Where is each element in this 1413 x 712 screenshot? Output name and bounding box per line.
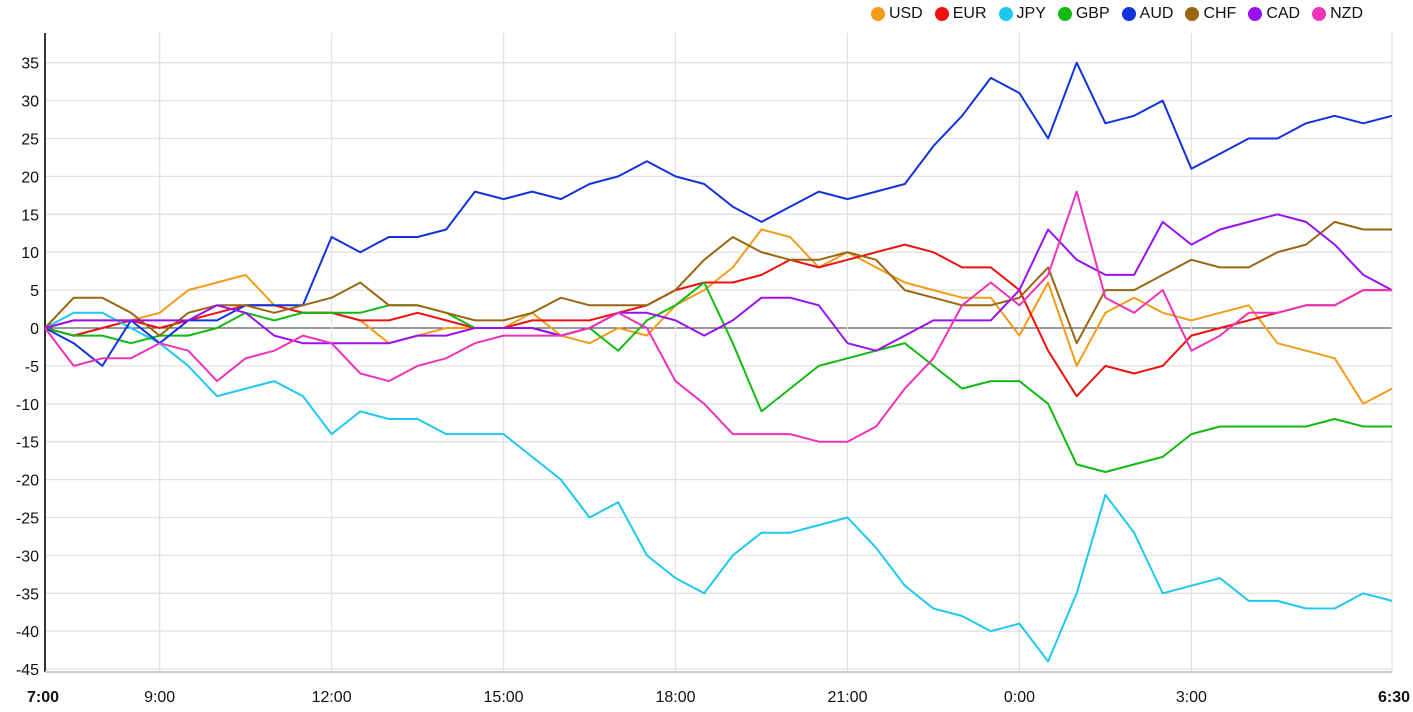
y-tick-label: -40 <box>16 624 39 641</box>
legend-item-usd[interactable]: USD <box>870 5 923 23</box>
x-tick-label: 6:30 <box>1378 689 1410 706</box>
y-tick-label: -45 <box>16 662 39 679</box>
legend-label: CAD <box>1266 5 1301 22</box>
legend-label: AUD <box>1139 5 1174 22</box>
y-tick-label: 0 <box>30 321 39 338</box>
y-tick-label: -10 <box>16 397 39 414</box>
legend-dot-icon <box>1121 7 1136 21</box>
x-tick-label: 15:00 <box>484 689 524 706</box>
legend-dot-icon <box>1057 7 1072 21</box>
legend-item-gbp[interactable]: GBP <box>1057 5 1110 23</box>
legend-dot-icon <box>934 7 949 21</box>
legend-item-aud[interactable]: AUD <box>1121 5 1174 23</box>
legend-item-cad[interactable]: CAD <box>1248 5 1300 23</box>
x-tick-label: 3:00 <box>1176 689 1207 706</box>
y-tick-label: -25 <box>16 511 39 528</box>
x-tick-label: 9:00 <box>144 689 175 706</box>
series-line-aud <box>44 61 1393 367</box>
series-line-gbp <box>44 281 1392 473</box>
x-tick-label: 21:00 <box>827 689 867 706</box>
legend-dot-icon <box>998 7 1013 21</box>
legend: USD EUR JPY GBP AUD CHF CAD NZD <box>870 5 1363 23</box>
legend-label: CHF <box>1203 5 1237 22</box>
x-tick-label: 12:00 <box>312 689 352 706</box>
x-tick-label: 7:00 <box>27 689 59 706</box>
legend-dot-icon <box>870 7 885 21</box>
y-tick-label: -5 <box>25 359 39 376</box>
y-tick-label: 10 <box>21 245 39 262</box>
legend-item-nzd[interactable]: NZD <box>1312 5 1363 23</box>
y-tick-label: 30 <box>21 94 39 111</box>
y-tick-label: -15 <box>16 435 39 452</box>
legend-label: NZD <box>1330 5 1363 22</box>
legend-dot-icon <box>1185 7 1200 21</box>
legend-label: USD <box>888 5 923 22</box>
series-line-cad <box>44 213 1393 352</box>
series-line-chf <box>44 220 1392 345</box>
legend-item-eur[interactable]: EUR <box>934 5 987 23</box>
legend-dot-icon <box>1312 7 1327 21</box>
series-line-jpy <box>44 311 1393 663</box>
y-tick-label: 25 <box>21 132 39 149</box>
y-tick-label: 20 <box>21 169 39 186</box>
legend-label: JPY <box>1016 5 1046 22</box>
y-tick-label: -30 <box>16 548 39 565</box>
legend-item-chf[interactable]: CHF <box>1185 5 1236 23</box>
series-line-nzd <box>44 190 1392 443</box>
y-tick-label: 5 <box>30 283 39 300</box>
y-tick-label: 15 <box>21 207 39 224</box>
x-tick-label: 0:00 <box>1004 689 1035 706</box>
legend-label: EUR <box>952 5 987 22</box>
x-tick-label: 18:00 <box>655 689 695 706</box>
legend-label: GBP <box>1075 5 1110 22</box>
y-tick-label: 35 <box>21 56 39 73</box>
legend-dot-icon <box>1248 7 1263 21</box>
y-tick-label: -20 <box>16 473 39 490</box>
y-tick-label: -35 <box>16 586 39 603</box>
series-line-usd <box>44 228 1393 405</box>
legend-item-jpy[interactable]: JPY <box>998 5 1046 23</box>
